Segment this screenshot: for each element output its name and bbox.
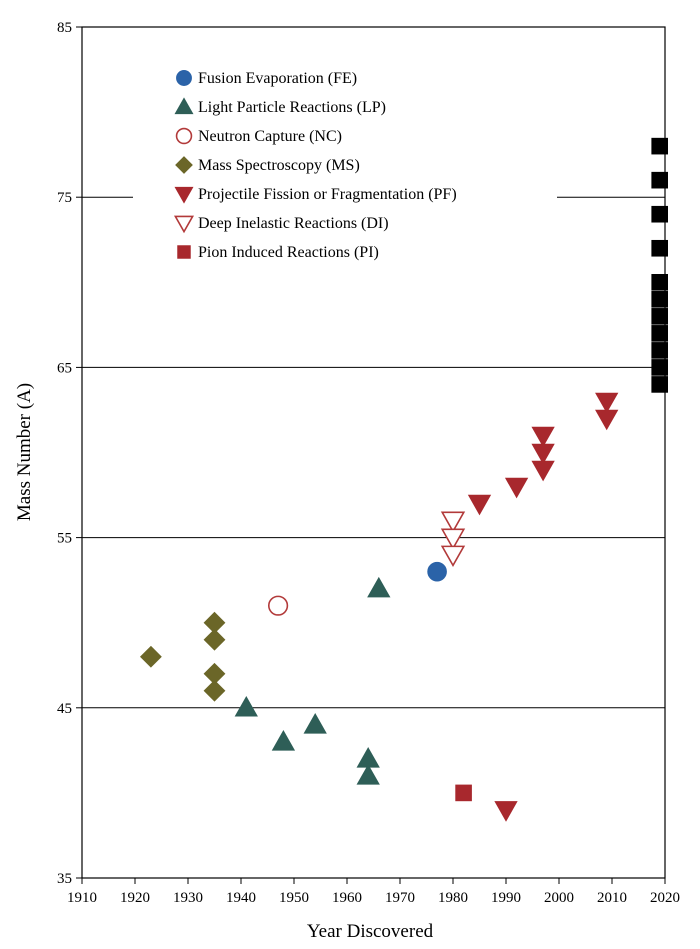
series-4 [467,392,619,822]
y-tick-label: 85 [57,20,72,36]
y-tick-label: 45 [57,701,72,717]
x-tick-label: 1970 [385,890,415,906]
data-point [651,376,669,393]
data-point [651,359,669,376]
legend-marker [176,70,192,86]
x-tick-label: 1920 [120,890,150,906]
x-tick-label: 2010 [597,890,627,906]
data-point [455,784,472,802]
data-point [440,511,466,534]
plot-frame [81,26,666,879]
x-tick-label: 1980 [438,890,468,906]
series-5 [440,511,466,568]
data-point [651,137,669,155]
series-3 [139,611,226,702]
data-point [651,308,669,325]
data-point [203,679,226,702]
legend-item: Deep Inelastic Reactions (DI) [173,215,389,234]
data-point [494,801,518,822]
data-point [440,528,466,551]
series-2 [268,595,289,616]
x-axis-title: Year Discovered [307,921,434,942]
data-point [303,713,327,734]
legend-item: Pion Induced Reactions (PI) [177,244,379,261]
legend-label: Fusion Evaporation (FE) [198,70,357,87]
x-tick-label: 2020 [650,890,680,906]
gridlines [82,196,665,709]
legend-marker [174,186,194,204]
legend-label: Neutron Capture (NC) [198,128,342,145]
legend-item: Light Particle Reactions (LP) [174,97,386,116]
legend-item: Projectile Fission or Fragmentation (PF) [174,186,457,204]
legend: Fusion Evaporation (FE) Light Particle Re… [173,70,457,261]
data-point [440,545,466,568]
data-point [139,645,162,668]
legend-item: Fusion Evaporation (FE) [176,70,357,87]
y-tick-label: 65 [57,360,72,376]
legend-item: Neutron Capture (NC) [175,127,342,145]
data-point [531,426,555,448]
legend-label: Light Particle Reactions (LP) [198,99,386,116]
legend-marker [175,127,193,145]
x-tick-label: 1930 [173,890,203,906]
data-point [651,205,669,223]
legend-label: Projectile Fission or Fragmentation (PF) [198,186,457,203]
data-point [651,171,669,189]
x-tick-label: 1940 [226,890,256,906]
legend-label: Deep Inelastic Reactions (DI) [198,215,389,232]
data-point [651,239,669,257]
y-tick-label: 75 [57,190,72,206]
legend-marker [173,215,195,234]
x-tick-label: 1950 [279,890,309,906]
data-point [651,291,669,308]
y-tick-label: 35 [57,871,72,887]
x-tick-label: 2000 [544,890,574,906]
x-tick-label: 1960 [332,890,362,906]
legend-label: Mass Spectroscopy (MS) [198,157,360,174]
y-axis-ticks: 35 45 55 65 75 85 [57,20,82,887]
data-point [367,576,391,598]
series-0 [427,561,447,582]
data-point [651,274,669,291]
x-tick-label: 1990 [491,890,521,906]
series-6 [455,784,472,802]
data-point [356,764,380,785]
legend-marker [175,156,193,174]
data-point [504,477,529,499]
series-1 [234,576,391,785]
data-point [271,730,296,751]
data-point [427,561,447,582]
x-axis-ticks: 1910 1920 1930 1940 1950 1960 1970 1980 1990 2000… [67,878,680,906]
legend-label: Pion Induced Reactions (PI) [198,244,379,261]
legend-item: Mass Spectroscopy (MS) [175,156,360,174]
data-points [139,137,669,822]
data-point [467,494,492,516]
x-tick-label: 1910 [67,890,97,906]
data-point [651,325,669,342]
data-point [203,628,226,651]
series-7 [651,137,669,393]
data-point [268,595,289,616]
legend-marker [177,245,191,259]
data-point [651,342,669,359]
data-point [595,409,619,431]
data-point [531,443,555,465]
data-point [234,695,258,717]
data-point [531,460,555,482]
y-tick-label: 55 [57,531,72,547]
y-axis-title: Mass Number (A) [14,383,35,521]
legend-marker [174,97,194,115]
data-point [595,392,619,414]
